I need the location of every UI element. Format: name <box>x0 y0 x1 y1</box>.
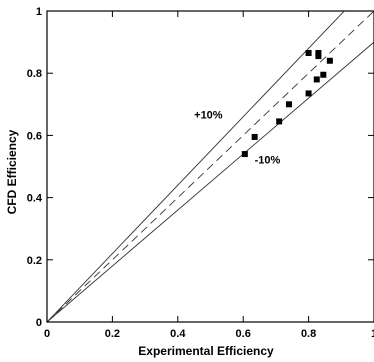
y-tick-label-0: 0 <box>36 317 42 329</box>
data-point-4 <box>305 90 312 97</box>
annotation-plus-10: +10% <box>194 109 223 121</box>
data-point-7 <box>315 49 322 56</box>
data-point-1 <box>251 133 258 140</box>
y-tick-label-1: 0.2 <box>27 255 42 267</box>
y-tick-label-2: 0.4 <box>27 193 43 205</box>
data-points <box>241 49 333 158</box>
x-tick-label-0: 0 <box>44 328 50 340</box>
y-axis-label: CFD Efficiency <box>5 129 19 214</box>
reference-line-2 <box>47 41 374 322</box>
annotation-minus-10: -10% <box>255 154 281 166</box>
y-tick-label-3: 0.6 <box>27 130 42 142</box>
data-point-9 <box>320 71 327 78</box>
data-point-5 <box>305 49 312 56</box>
data-point-0 <box>241 151 248 158</box>
y-tick-label-4: 0.8 <box>27 68 42 80</box>
y-tick-label-5: 1 <box>36 6 42 18</box>
x-tick-label-2: 0.4 <box>170 328 186 340</box>
x-tick-label-1: 0.2 <box>105 328 120 340</box>
data-point-10 <box>326 57 333 64</box>
axis-ticks: 0 0.2 0.4 0.6 0.8 1 0 0.2 0.4 0.6 0.8 1 <box>27 6 374 340</box>
reference-lines <box>47 11 374 322</box>
reference-line-1 <box>47 11 345 322</box>
data-point-8 <box>315 53 322 60</box>
plot-frame <box>46 10 374 323</box>
x-tick-label-4: 0.8 <box>301 328 316 340</box>
x-tick-label-3: 0.6 <box>236 328 251 340</box>
data-point-3 <box>285 101 292 108</box>
data-point-2 <box>276 118 283 125</box>
x-tick-label-5: 1 <box>371 328 374 340</box>
x-axis-label: Experimental Efficiency <box>138 344 274 358</box>
reference-line-0 <box>47 11 374 322</box>
data-point-6 <box>313 76 320 83</box>
